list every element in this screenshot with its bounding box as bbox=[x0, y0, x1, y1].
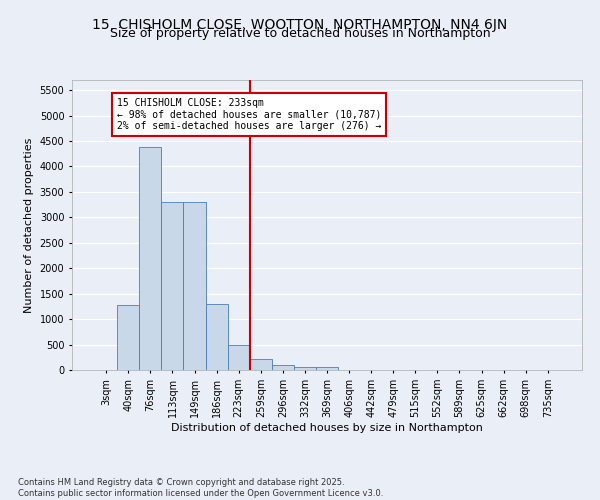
Bar bbox=[227, 344, 250, 370]
Bar bbox=[294, 367, 316, 370]
Bar bbox=[272, 366, 294, 370]
Text: 15, CHISHOLM CLOSE, WOOTTON, NORTHAMPTON, NN4 6JN: 15, CHISHOLM CLOSE, WOOTTON, NORTHAMPTON… bbox=[92, 18, 508, 32]
Text: 15 CHISHOLM CLOSE: 233sqm
← 98% of detached houses are smaller (10,787)
2% of se: 15 CHISHOLM CLOSE: 233sqm ← 98% of detac… bbox=[117, 98, 382, 131]
X-axis label: Distribution of detached houses by size in Northampton: Distribution of detached houses by size … bbox=[171, 422, 483, 432]
Bar bbox=[206, 304, 227, 370]
Bar bbox=[184, 202, 206, 370]
Bar bbox=[117, 306, 139, 370]
Text: Size of property relative to detached houses in Northampton: Size of property relative to detached ho… bbox=[110, 28, 490, 40]
Bar bbox=[161, 202, 184, 370]
Y-axis label: Number of detached properties: Number of detached properties bbox=[24, 138, 34, 312]
Text: Contains HM Land Registry data © Crown copyright and database right 2025.
Contai: Contains HM Land Registry data © Crown c… bbox=[18, 478, 383, 498]
Bar bbox=[316, 368, 338, 370]
Bar bbox=[250, 359, 272, 370]
Bar bbox=[139, 147, 161, 370]
